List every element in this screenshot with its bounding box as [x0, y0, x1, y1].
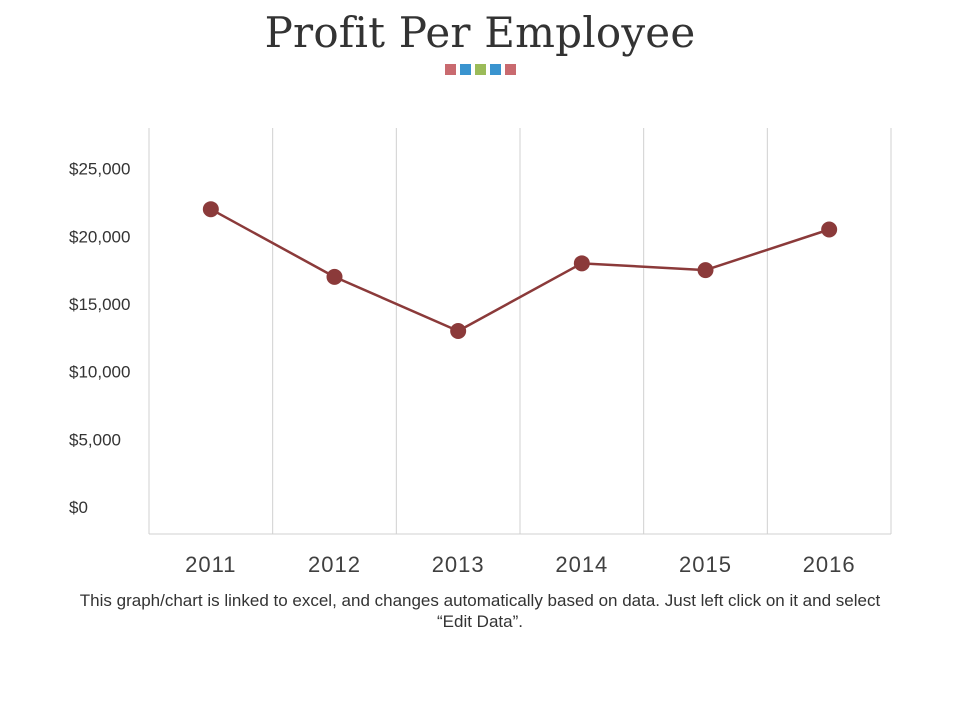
data-point-2016[interactable] — [821, 221, 838, 238]
decor-dot — [459, 64, 471, 75]
data-point-2015[interactable] — [697, 262, 714, 279]
decor-dot — [504, 64, 516, 75]
title-decoration — [0, 64, 960, 75]
x-tick-label: 2011 — [185, 552, 236, 577]
decor-dot — [444, 64, 456, 75]
y-tick-label: $15,000 — [69, 295, 130, 314]
x-tick-label: 2013 — [432, 552, 485, 577]
data-point-2014[interactable] — [573, 255, 590, 272]
data-point-2013[interactable] — [450, 323, 467, 339]
chart-title: Profit Per Employee — [264, 8, 696, 57]
decor-dot — [489, 64, 501, 75]
series-profit-per-employee[interactable] — [202, 201, 838, 339]
grid-lines — [148, 128, 892, 535]
y-tick-label: $0 — [69, 498, 88, 517]
x-tick-label: 2012 — [308, 552, 361, 577]
y-tick-label: $20,000 — [69, 227, 130, 246]
x-tick-label: 2014 — [555, 552, 608, 577]
y-tick-label: $5,000 — [69, 430, 121, 449]
series-line — [209, 207, 831, 333]
x-tick-label: 2016 — [803, 552, 856, 577]
y-tick-label: $25,000 — [69, 160, 130, 179]
data-point-2012[interactable] — [326, 268, 343, 285]
decor-dot — [474, 64, 486, 75]
data-point-2011[interactable] — [202, 201, 219, 218]
chart-footnote: This graph/chart is linked to excel, and… — [79, 591, 881, 631]
x-axis-ticks: 2011 2012 2013 2014 2015 2016 — [185, 552, 856, 577]
y-tick-label: $10,000 — [69, 363, 130, 382]
x-tick-label: 2015 — [679, 552, 732, 577]
y-axis-ticks: $0 $5,000 $10,000 $15,000 $20,000 $25,000 — [69, 160, 130, 517]
